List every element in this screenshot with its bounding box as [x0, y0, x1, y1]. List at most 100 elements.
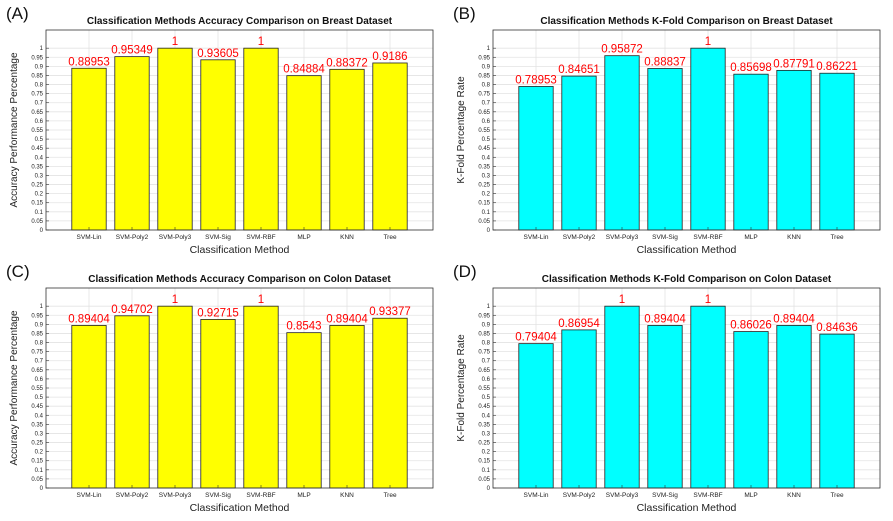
panel-label: (D) [453, 262, 477, 281]
data-label: 1 [172, 36, 178, 48]
y-tick-label: 0.2 [35, 192, 44, 198]
bar [604, 305, 640, 489]
x-tick-label: SVM-RBF [246, 492, 275, 499]
data-label: 0.9186 [372, 51, 407, 63]
bar [243, 47, 279, 231]
x-tick-label: SVM-Lin [524, 234, 549, 241]
y-tick-label: 0.5 [35, 395, 44, 401]
y-tick-label: 0.5 [482, 395, 491, 401]
bar [286, 332, 322, 489]
data-label: 0.94702 [111, 304, 153, 316]
data-label: 0.85698 [730, 62, 772, 74]
y-tick-label: 0.95 [31, 55, 43, 61]
chart-title: Classification Methods Accuracy Comparis… [87, 16, 393, 27]
bar [561, 329, 597, 489]
data-label: 0.89404 [326, 313, 368, 325]
x-tick-label: Tree [830, 234, 844, 241]
y-axis-label: K-Fold Percentage Rate [456, 334, 467, 442]
y-tick-label: 0.25 [31, 441, 43, 447]
y-tick-label: 0.75 [31, 92, 43, 98]
x-tick-label: KNN [787, 492, 801, 499]
x-axis-label: Classification Method [190, 502, 290, 514]
y-tick-label: 0.7 [482, 359, 491, 365]
bar [733, 73, 769, 231]
panel-label: (C) [6, 262, 30, 281]
y-tick-label: 1 [40, 46, 44, 52]
y-tick-label: 0.05 [478, 477, 490, 483]
y-tick-label: 0.95 [478, 313, 490, 319]
y-tick-label: 0.55 [478, 128, 490, 134]
y-tick-label: 0.15 [31, 201, 43, 207]
x-tick-label: SVM-Sig [652, 234, 678, 241]
y-tick-label: 0.85 [478, 73, 490, 79]
data-label: 0.84884 [283, 64, 325, 76]
x-tick-label: KNN [340, 492, 354, 499]
x-tick-label: SVM-Sig [652, 492, 678, 499]
chart-svg: 0 0.05 0.1 0.15 0.2 0.25 0.3 0.35 0.4 0.45 0.5 0.55… [9, 16, 434, 256]
x-tick-label: Tree [383, 234, 397, 241]
data-label: 1 [172, 294, 178, 306]
bar [286, 75, 322, 231]
x-tick-label: Tree [383, 492, 397, 499]
y-tick-label: 0.8 [35, 341, 44, 347]
x-tick-label: SVM-Lin [77, 492, 102, 499]
y-tick-label: 0.75 [478, 350, 490, 356]
y-tick-label: 0.25 [31, 183, 43, 189]
x-tick-label: Tree [830, 492, 844, 499]
x-tick-label: KNN [340, 234, 354, 241]
bar [114, 315, 150, 489]
x-tick-label: SVM-Poly3 [159, 492, 192, 499]
bar [690, 305, 726, 489]
x-tick-label: SVM-Poly2 [563, 234, 596, 241]
x-tick-label: MLP [297, 492, 310, 499]
bar [200, 59, 236, 231]
y-tick-label: 0.05 [31, 219, 43, 225]
x-tick-label: SVM-Poly2 [563, 492, 596, 499]
bar [690, 47, 726, 231]
axes-box [45, 287, 434, 489]
y-tick-label: 0.1 [482, 210, 491, 216]
x-axis-label: Classification Method [637, 502, 737, 514]
x-tick-label: SVM-Sig [205, 234, 231, 241]
chart-panel-d: (D) 0 0.05 0.1 0.15 0.2 0.25 0.3 0.35 0.4 0.45 0.5… [447, 258, 893, 516]
bar [157, 305, 193, 489]
data-label: 1 [705, 294, 711, 306]
x-tick-label: MLP [744, 234, 757, 241]
y-tick-label: 0.8 [482, 341, 491, 347]
y-tick-label: 0.35 [31, 422, 43, 428]
data-label: 0.87791 [773, 58, 815, 70]
x-tick-label: SVM-Poly3 [606, 234, 639, 241]
x-tick-label: MLP [297, 234, 310, 241]
y-tick-label: 0.25 [478, 441, 490, 447]
data-label: 0.78953 [515, 74, 557, 86]
chart-panel-a: (A) 0 0.05 0.1 0.15 0.2 0.25 0.3 0.35 0.4 0.45 0.5… [0, 0, 446, 258]
y-tick-label: 0.1 [35, 468, 44, 474]
y-axis-label: Accuracy Performance Percentage [9, 310, 20, 466]
x-tick-label: SVM-Lin [77, 234, 102, 241]
x-tick-label: SVM-Poly3 [606, 492, 639, 499]
y-tick-label: 0.1 [482, 468, 491, 474]
data-label: 0.86221 [816, 61, 858, 73]
data-label: 0.95349 [111, 45, 153, 57]
y-tick-label: 0.65 [478, 368, 490, 374]
bar [71, 325, 107, 489]
y-tick-label: 1 [40, 304, 44, 310]
y-tick-label: 0.4 [35, 155, 44, 161]
y-tick-label: 0.2 [35, 450, 44, 456]
axes-box [492, 29, 881, 231]
data-label: 0.8543 [286, 321, 321, 333]
y-tick-label: 0.15 [31, 459, 43, 465]
y-tick-label: 0.6 [35, 377, 44, 383]
bar [518, 86, 554, 231]
y-tick-label: 0.85 [31, 73, 43, 79]
y-tick-label: 0.65 [31, 110, 43, 116]
y-tick-label: 0.55 [478, 386, 490, 392]
y-tick-label: 0 [40, 486, 44, 492]
y-tick-label: 0 [487, 228, 491, 234]
y-tick-label: 1 [487, 304, 491, 310]
bar [604, 55, 640, 231]
y-tick-label: 0.3 [35, 173, 44, 179]
x-tick-label: SVM-RBF [246, 234, 275, 241]
y-tick-label: 0.65 [478, 110, 490, 116]
chart-title: Classification Methods K-Fold Comparison… [540, 16, 833, 27]
